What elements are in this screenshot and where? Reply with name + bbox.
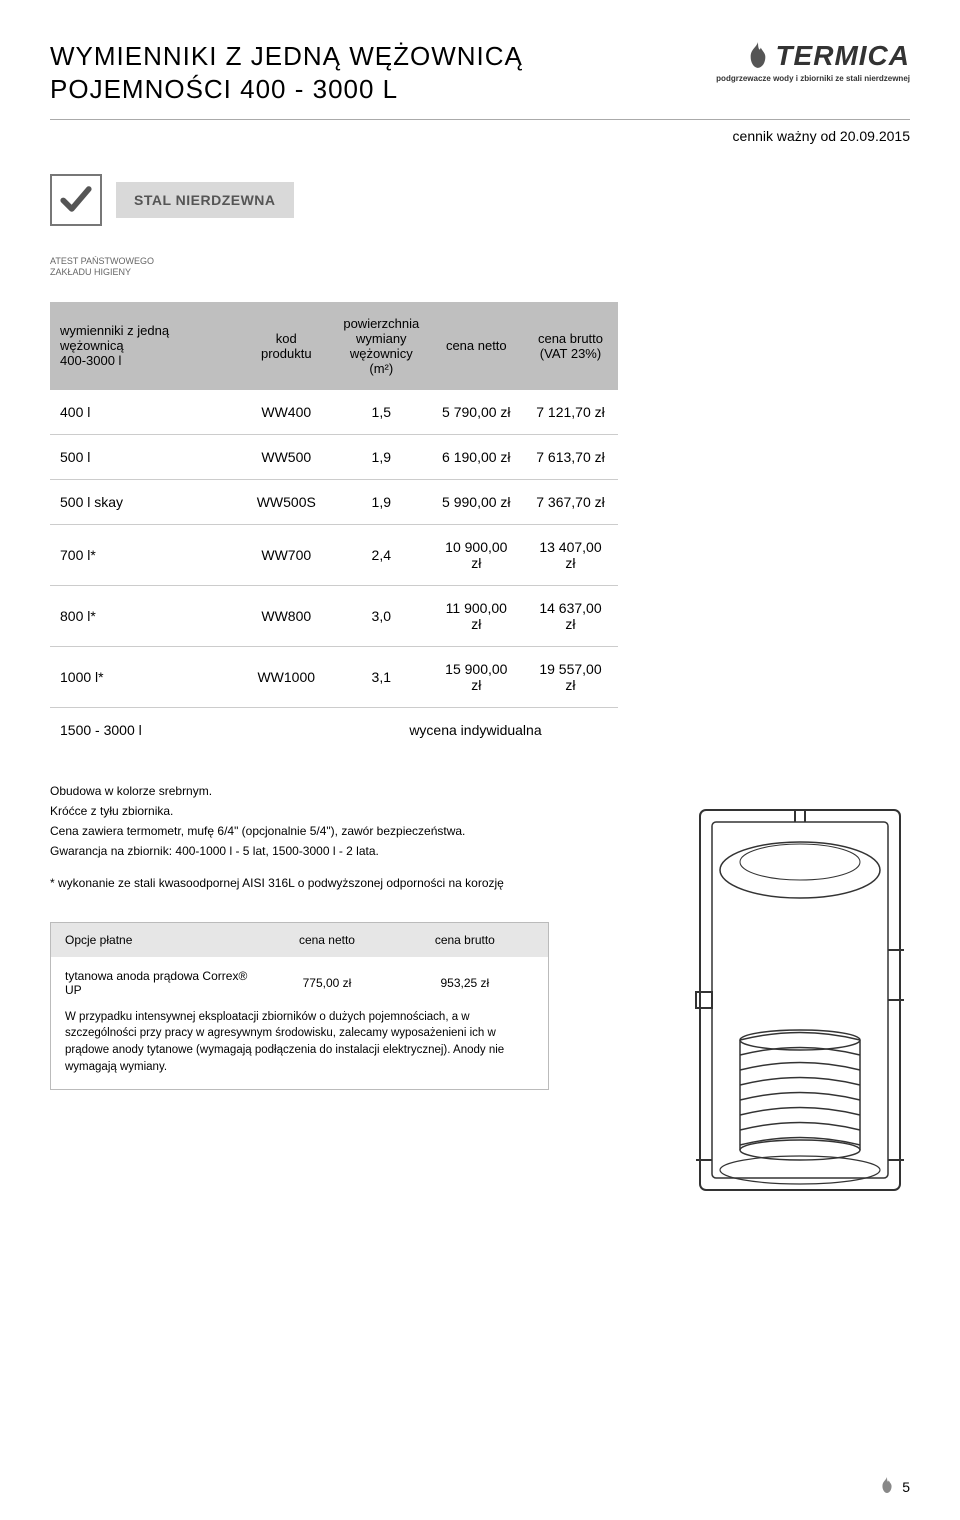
table-cell: 15 900,00 zł (429, 646, 523, 707)
table-cell: 5 990,00 zł (429, 479, 523, 524)
table-cell: WW500 (239, 434, 333, 479)
table-cell: WW400 (239, 390, 333, 435)
page-number: 5 (880, 1477, 910, 1496)
table-cell: 700 l* (50, 524, 239, 585)
badges-row: STAL NIERDZEWNA (50, 174, 910, 226)
atest-note: ATEST PAŃSTWOWEGO ZAKŁADU HIGIENY (50, 256, 910, 278)
brand-tagline: podgrzewacze wody i zbiorniki ze stali n… (716, 74, 910, 83)
table-cell: 13 407,00 zł (523, 524, 617, 585)
table-row: 500 lWW5001,96 190,00 zł7 613,70 zł (50, 434, 618, 479)
options-row-label: tytanowa anoda prądowa Correx® UP (65, 969, 258, 997)
table-cell: 1,5 (333, 390, 429, 435)
table-header-row: wymienniki z jedną wężownicą 400-3000 l … (50, 302, 618, 390)
note-line: Obudowa w kolorze srebrnym. (50, 782, 566, 800)
brand-logo: TERMICA podgrzewacze wody i zbiorniki ze… (716, 40, 910, 83)
atest-line1: ATEST PAŃSTWOWEGO (50, 256, 910, 267)
table-cell: WW500S (239, 479, 333, 524)
table-row: 800 l*WW8003,011 900,00 zł14 637,00 zł (50, 585, 618, 646)
table-cell: 14 637,00 zł (523, 585, 617, 646)
table-cell: 19 557,00 zł (523, 646, 617, 707)
col-product: wymienniki z jedną wężownicą 400-3000 l (50, 302, 239, 390)
table-cell: 7 613,70 zł (523, 434, 617, 479)
page-number-value: 5 (902, 1479, 910, 1495)
table-cell: 400 l (50, 390, 239, 435)
options-row: tytanowa anoda prądowa Correx® UP 775,00… (51, 957, 548, 1005)
table-row: 400 lWW4001,55 790,00 zł7 121,70 zł (50, 390, 618, 435)
table-cell: 800 l* (50, 585, 239, 646)
page-header: WYMIENNIKI Z JEDNĄ WĘŻOWNICĄ POJEMNOŚCI … (50, 40, 910, 120)
summary-label: 1500 - 3000 l (50, 707, 239, 752)
note-line: Króćce z tyłu zbiornika. (50, 802, 566, 820)
title-block: WYMIENNIKI Z JEDNĄ WĘŻOWNICĄ POJEMNOŚCI … (50, 40, 523, 105)
check-badge (50, 174, 102, 226)
check-icon (59, 182, 93, 219)
table-cell: 11 900,00 zł (429, 585, 523, 646)
flame-icon (880, 1477, 894, 1496)
options-header-label: Opcje płatne (65, 933, 258, 947)
options-col-brutto: cena brutto (396, 933, 534, 947)
col-area: powierzchnia wymiany wężownicy (m²) (333, 302, 429, 390)
table-cell (239, 707, 333, 752)
date-line: cennik ważny od 20.09.2015 (50, 128, 910, 144)
options-block: Opcje płatne cena netto cena brutto tyta… (50, 922, 549, 1091)
table-cell: 500 l skay (50, 479, 239, 524)
price-table: wymienniki z jedną wężownicą 400-3000 l … (50, 302, 618, 752)
summary-value: wycena indywidualna (333, 707, 617, 752)
atest-line2: ZAKŁADU HIGIENY (50, 267, 910, 278)
table-cell: 1000 l* (50, 646, 239, 707)
options-col-netto: cena netto (258, 933, 396, 947)
table-cell: 1,9 (333, 479, 429, 524)
table-cell: 500 l (50, 434, 239, 479)
notes-block: Obudowa w kolorze srebrnym. Króćce z tył… (50, 782, 566, 892)
table-cell: 7 121,70 zł (523, 390, 617, 435)
title-line1: WYMIENNIKI Z JEDNĄ WĘŻOWNICĄ (50, 40, 523, 73)
table-row: 500 l skayWW500S1,95 990,00 zł7 367,70 z… (50, 479, 618, 524)
tank-diagram (690, 800, 910, 1203)
table-cell: WW800 (239, 585, 333, 646)
table-cell: 3,1 (333, 646, 429, 707)
table-cell: 6 190,00 zł (429, 434, 523, 479)
col-code: kod produktu (239, 302, 333, 390)
table-cell: 2,4 (333, 524, 429, 585)
options-desc: W przypadku intensywnej eksploatacji zbi… (51, 1005, 548, 1090)
brand-name: TERMICA (775, 40, 910, 72)
col-brutto: cena brutto (VAT 23%) (523, 302, 617, 390)
options-header: Opcje płatne cena netto cena brutto (51, 923, 548, 957)
title-line2: POJEMNOŚCI 400 - 3000 L (50, 73, 523, 106)
col-netto: cena netto (429, 302, 523, 390)
flame-icon (747, 42, 769, 71)
table-row: 700 l*WW7002,410 900,00 zł13 407,00 zł (50, 524, 618, 585)
table-cell: 10 900,00 zł (429, 524, 523, 585)
note-line: Gwarancja na zbiornik: 400-1000 l - 5 la… (50, 842, 566, 860)
options-row-netto: 775,00 zł (258, 976, 396, 990)
table-row: 1000 l*WW10003,115 900,00 zł19 557,00 zł (50, 646, 618, 707)
table-cell: 5 790,00 zł (429, 390, 523, 435)
note-star: * wykonanie ze stali kwasoodpornej AISI … (50, 874, 566, 892)
table-cell: WW1000 (239, 646, 333, 707)
note-line: Cena zawiera termometr, mufę 6/4" (opcjo… (50, 822, 566, 840)
table-cell: 1,9 (333, 434, 429, 479)
table-cell: WW700 (239, 524, 333, 585)
options-row-brutto: 953,25 zł (396, 976, 534, 990)
table-cell: 3,0 (333, 585, 429, 646)
steel-badge: STAL NIERDZEWNA (116, 182, 294, 218)
table-summary-row: 1500 - 3000 l wycena indywidualna (50, 707, 618, 752)
table-cell: 7 367,70 zł (523, 479, 617, 524)
